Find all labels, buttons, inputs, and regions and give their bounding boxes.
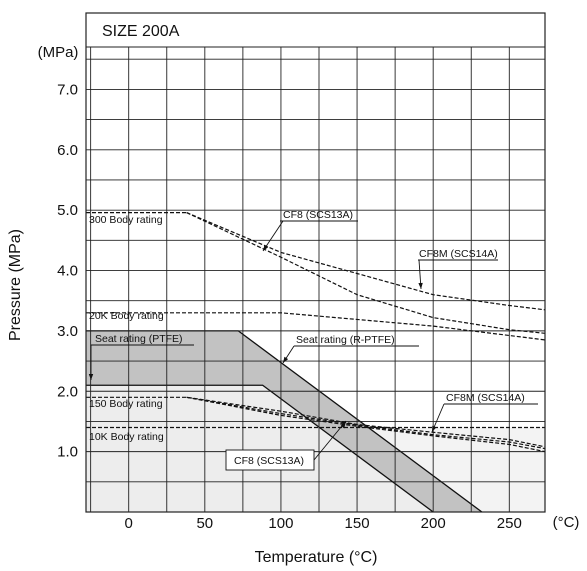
- seat-rating-ptfe-line: [86, 384, 434, 513]
- label-300-body-rating: 300 Body rating: [89, 214, 163, 226]
- label-cf8-upper-leader: [262, 220, 284, 252]
- x-tick-label: 150: [345, 515, 370, 532]
- label-cf8m-upper: CF8M (SCS14A): [419, 248, 498, 260]
- y-tick-label: 1.0: [57, 444, 78, 461]
- cf8m-scs14a-line: [186, 396, 546, 453]
- y-tick-label: 2.0: [57, 383, 78, 400]
- x-tick-label: 0: [125, 515, 133, 532]
- cf8-scs13a-line: [186, 212, 546, 311]
- label-cf8m-lower: CF8M (SCS14A): [446, 392, 525, 404]
- 20k-body-rating-line: [86, 312, 546, 341]
- y-tick-label: 3.0: [57, 323, 78, 340]
- label-20k-body-rating: 20K Body rating: [89, 310, 164, 322]
- label-150-body-rating: 150 Body rating: [89, 398, 163, 410]
- series-lines: [86, 212, 546, 453]
- x-tick-label: 250: [497, 515, 522, 532]
- label-cf8-upper: CF8 (SCS13A): [283, 209, 353, 221]
- x-tick-label: 100: [268, 515, 293, 532]
- plot-border: [85, 12, 546, 513]
- label-seat-rating-ptfe-arrowhead: [88, 374, 94, 380]
- x-tick-label: 50: [196, 515, 213, 532]
- label-seat-rating-rptfe: Seat rating (R-PTFE): [296, 334, 395, 346]
- cf8-scs13a-line: [186, 396, 546, 450]
- label-cf8-lower-arrowhead: [340, 421, 346, 429]
- label-10k-body-rating: 10K Body rating: [89, 431, 164, 443]
- 150-body-rating-line: [86, 396, 546, 448]
- y-tick-label: 4.0: [57, 263, 78, 280]
- label-cf8-upper-arrowhead: [263, 244, 269, 251]
- x-tick-label: 200: [421, 515, 446, 532]
- chart-title: SIZE 200A: [102, 23, 180, 40]
- x-axis-label: Temperature (°C): [255, 549, 378, 566]
- text-layer: SIZE 200A (MPa) (°C) Temperature (°C) Pr…: [7, 23, 579, 566]
- seat-rating-ptfe-area: [86, 385, 434, 512]
- y-unit-label: (MPa): [38, 44, 79, 61]
- plot-frame: [85, 12, 546, 513]
- x-unit-label: (°C): [553, 514, 580, 531]
- y-tick-label: 7.0: [57, 81, 78, 98]
- label-cf8m-lower-arrowhead: [432, 425, 437, 432]
- y-tick-label: 6.0: [57, 142, 78, 159]
- cf8m-scs14a-line: [186, 212, 546, 334]
- annotation-labels: 300 Body rating CF8 (SCS13A) CF8M (SCS14A)…: [88, 209, 538, 471]
- label-cf8m-upper-arrowhead: [418, 282, 423, 289]
- label-seat-rating-rptfe-arrowhead: [283, 356, 289, 363]
- y-axis-label: Pressure (MPa): [7, 229, 24, 341]
- label-cf8-lower: CF8 (SCS13A): [234, 455, 304, 467]
- y-tick-label: 5.0: [57, 202, 78, 219]
- label-cf8-lower-leader: [313, 420, 347, 461]
- label-seat-rating-ptfe: Seat rating (PTFE): [95, 333, 183, 345]
